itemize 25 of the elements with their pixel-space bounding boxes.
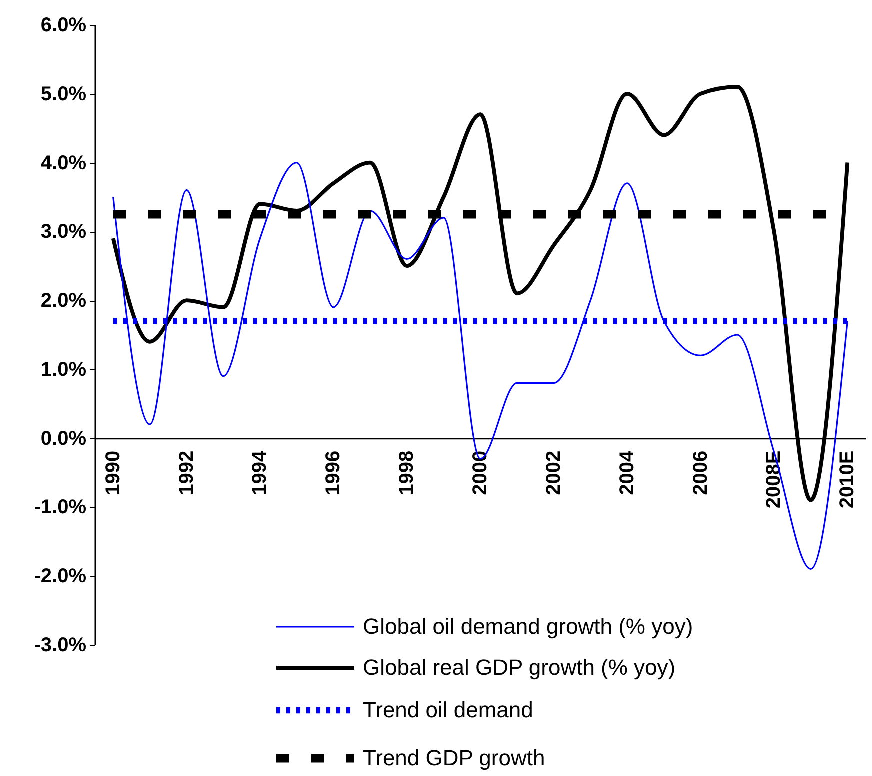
y-tick-label: -1.0% bbox=[34, 496, 87, 519]
y-tick-label: 2.0% bbox=[40, 290, 87, 312]
x-tick-label: 2006 bbox=[690, 450, 712, 496]
x-tick-label: 1992 bbox=[176, 450, 198, 496]
y-tick-label: -3.0% bbox=[34, 634, 87, 656]
y-tick-label: 6.0% bbox=[40, 14, 87, 36]
x-tick-label: 1990 bbox=[102, 450, 124, 496]
y-tick-label: 0.0% bbox=[40, 428, 87, 450]
legend-label: Global oil demand growth (% yoy) bbox=[363, 614, 694, 639]
y-tick-label: 4.0% bbox=[40, 152, 87, 174]
legend-label: Trend oil demand bbox=[363, 698, 534, 722]
x-tick-label: 2000 bbox=[470, 450, 492, 496]
x-tick-label: 2004 bbox=[616, 450, 638, 496]
y-tick-label: 5.0% bbox=[40, 83, 87, 106]
x-tick-label: 1996 bbox=[322, 450, 345, 496]
legend-label: Global real GDP growth (% yoy) bbox=[363, 655, 676, 680]
x-tick-label: 1998 bbox=[396, 450, 418, 496]
x-tick-label: 2002 bbox=[542, 450, 565, 496]
y-tick-label: -2.0% bbox=[34, 566, 87, 588]
y-tick-label: 3.0% bbox=[40, 221, 87, 244]
x-tick-label: 2008E bbox=[763, 450, 786, 509]
x-tick-label: 1994 bbox=[249, 450, 272, 496]
y-tick-label: 1.0% bbox=[40, 358, 87, 381]
x-tick-label: 2010E bbox=[836, 450, 859, 509]
legend-label: Trend GDP growth bbox=[363, 746, 546, 770]
